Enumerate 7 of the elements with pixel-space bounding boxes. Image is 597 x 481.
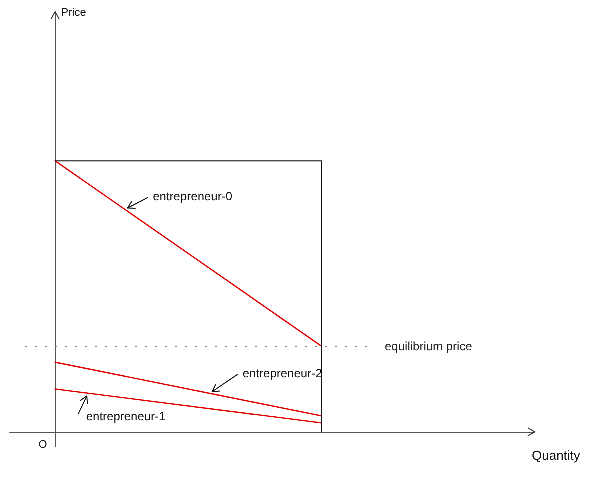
text: Price [61, 7, 86, 19]
annotation: entrepreneur-1 [86, 409, 166, 424]
ref-line-label: equilibrium price [385, 339, 473, 354]
text: O [38, 439, 48, 452]
annotation: entrepreneur-2 [242, 366, 323, 381]
annotation: entrepreneur-0 [153, 190, 233, 204]
text: Quantity [532, 448, 581, 464]
